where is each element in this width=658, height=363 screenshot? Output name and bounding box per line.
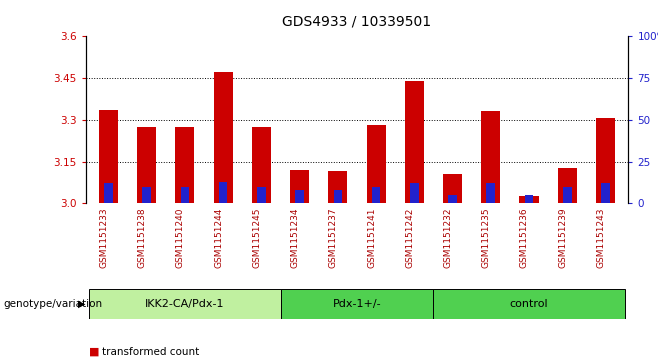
Text: genotype/variation: genotype/variation	[3, 299, 103, 309]
Bar	[448, 195, 457, 203]
Bar	[142, 187, 151, 203]
Bar	[334, 190, 342, 203]
Bar	[219, 182, 228, 203]
Text: GDS4933 / 10339501: GDS4933 / 10339501	[282, 15, 432, 29]
Bar	[104, 183, 113, 203]
Text: ■: ■	[89, 347, 99, 357]
Text: GSM1151235: GSM1151235	[482, 208, 491, 268]
Bar	[558, 168, 577, 203]
Bar	[280, 289, 434, 319]
Bar	[252, 127, 271, 203]
Bar	[372, 187, 380, 203]
Bar	[89, 289, 280, 319]
Bar	[519, 196, 538, 203]
Text: GSM1151236: GSM1151236	[520, 208, 529, 268]
Text: GSM1151241: GSM1151241	[367, 208, 376, 268]
Text: GSM1151242: GSM1151242	[405, 208, 415, 268]
Bar	[486, 183, 495, 203]
Bar	[405, 81, 424, 203]
Bar	[563, 187, 572, 203]
Bar	[601, 183, 610, 203]
Bar	[176, 127, 195, 203]
Text: Pdx-1+/-: Pdx-1+/-	[333, 299, 381, 309]
Text: GSM1151233: GSM1151233	[99, 208, 109, 268]
Bar	[524, 195, 533, 203]
Bar	[481, 111, 500, 203]
Text: GSM1151238: GSM1151238	[138, 208, 147, 268]
Bar	[596, 118, 615, 203]
Bar	[290, 170, 309, 203]
Text: GSM1151239: GSM1151239	[558, 208, 567, 268]
Bar	[137, 127, 156, 203]
Bar	[214, 73, 233, 203]
Bar	[295, 190, 304, 203]
Text: GSM1151237: GSM1151237	[329, 208, 338, 268]
Text: transformed count: transformed count	[102, 347, 199, 357]
Text: GSM1151234: GSM1151234	[291, 208, 299, 268]
Text: GSM1151244: GSM1151244	[214, 208, 223, 268]
Text: GSM1151232: GSM1151232	[443, 208, 453, 268]
Text: IKK2-CA/Pdx-1: IKK2-CA/Pdx-1	[145, 299, 224, 309]
Bar	[434, 289, 624, 319]
Bar	[443, 174, 462, 203]
Bar	[257, 187, 266, 203]
Bar	[410, 183, 418, 203]
Text: GSM1151245: GSM1151245	[253, 208, 261, 268]
Text: GSM1151240: GSM1151240	[176, 208, 185, 268]
Bar	[367, 125, 386, 203]
Text: GSM1151243: GSM1151243	[596, 208, 605, 268]
Bar	[328, 171, 347, 203]
Text: control: control	[510, 299, 548, 309]
Bar	[181, 187, 190, 203]
Text: ▶: ▶	[78, 299, 85, 309]
Bar	[99, 110, 118, 203]
